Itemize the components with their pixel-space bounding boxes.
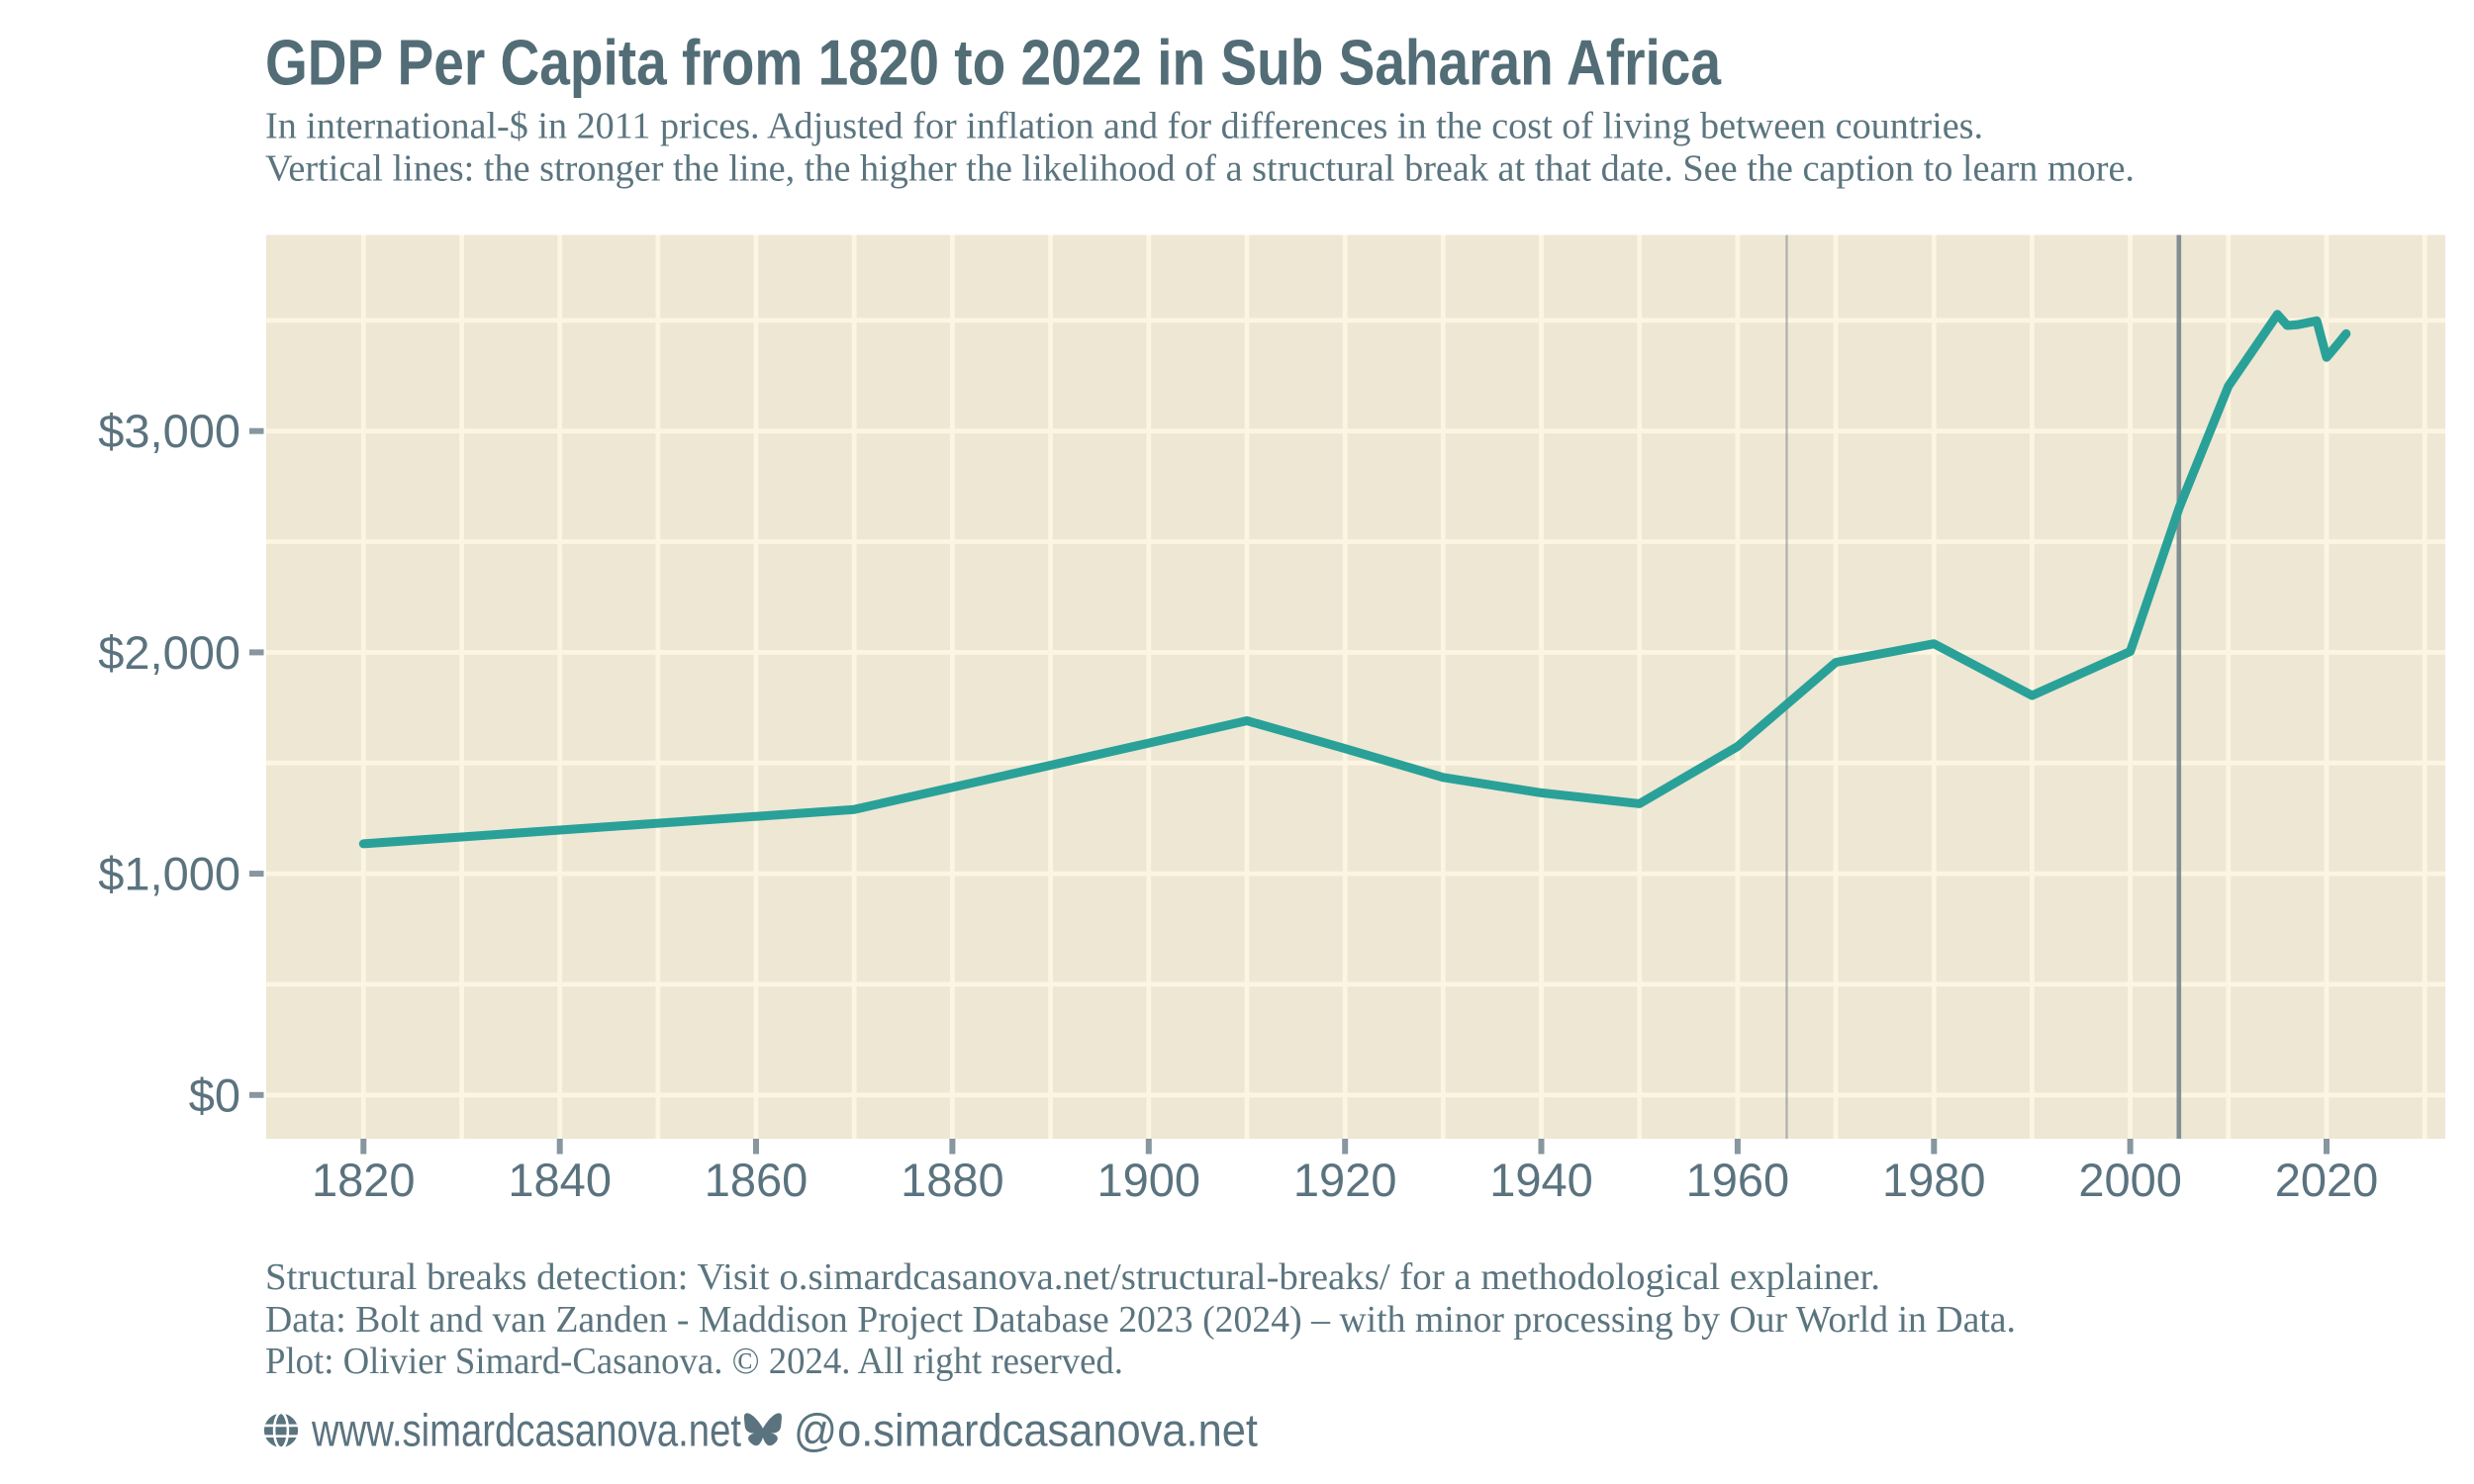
svg-text:$2,000: $2,000 [98, 626, 240, 679]
svg-text:1920: 1920 [1293, 1154, 1397, 1206]
svg-text:2020: 2020 [2275, 1154, 2379, 1206]
svg-text:1880: 1880 [901, 1154, 1004, 1206]
svg-text:Vertical lines: the stronger t: Vertical lines: the stronger the line, t… [265, 148, 2135, 190]
svg-text:$1,000: $1,000 [98, 848, 240, 900]
svg-text:1980: 1980 [1882, 1154, 1986, 1206]
svg-text:1840: 1840 [508, 1154, 612, 1206]
svg-text:Plot: Olivier Simard-Casanova.: Plot: Olivier Simard-Casanova. © 2024. A… [265, 1341, 1123, 1382]
svg-text:$0: $0 [189, 1068, 240, 1121]
svg-text:Data: Bolt and van Zanden - Ma: Data: Bolt and van Zanden - Maddison Pro… [265, 1299, 2016, 1341]
svg-text:1940: 1940 [1489, 1154, 1593, 1206]
svg-text:In international-$ in 2011 pri: In international-$ in 2011 prices. Adjus… [265, 106, 1983, 147]
svg-text:@o.simardcasanova.net: @o.simardcasanova.net [794, 1405, 1258, 1456]
svg-text:$3,000: $3,000 [98, 405, 240, 457]
svg-text:www.simardcasanova.net: www.simardcasanova.net [311, 1405, 741, 1456]
svg-text:GDP Per Capita from 1820 to 20: GDP Per Capita from 1820 to 2022 in Sub … [265, 27, 1722, 99]
svg-text:1860: 1860 [705, 1154, 809, 1206]
svg-text:1820: 1820 [312, 1154, 416, 1206]
svg-text:1960: 1960 [1686, 1154, 1790, 1206]
svg-text:Structural breaks detection: V: Structural breaks detection: Visit o.sim… [265, 1256, 1880, 1298]
svg-text:1900: 1900 [1097, 1154, 1201, 1206]
svg-text:2000: 2000 [2078, 1154, 2182, 1206]
